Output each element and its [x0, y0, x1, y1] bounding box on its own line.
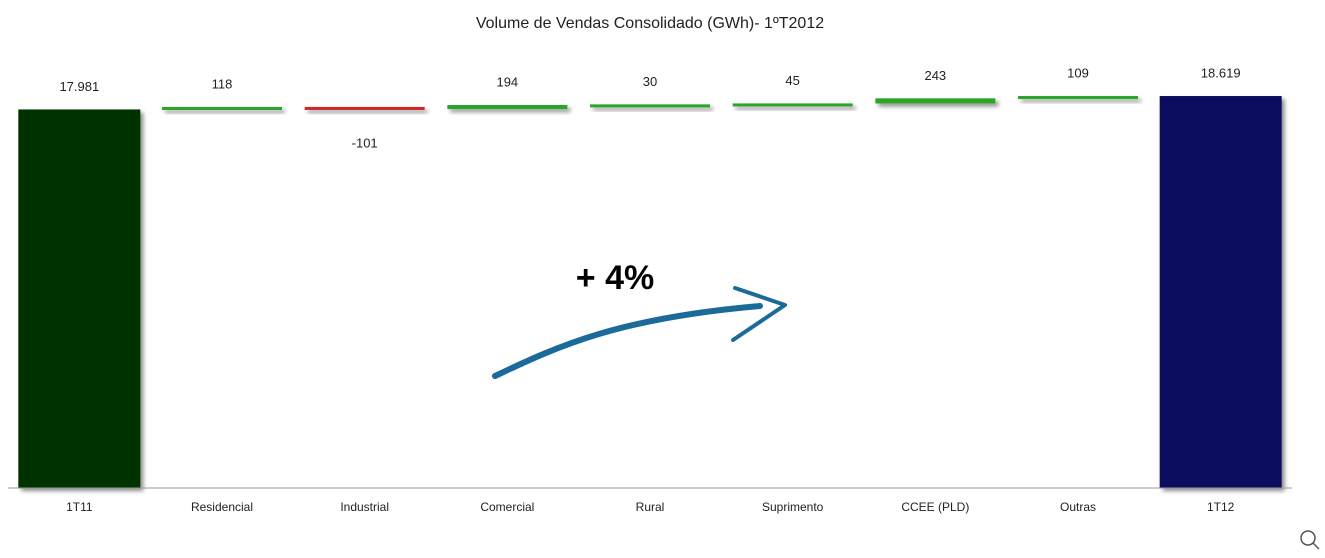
- x-tick-label: 1T12: [1207, 500, 1235, 514]
- step-bar: [875, 98, 996, 104]
- arrow: [492, 303, 763, 379]
- step-bar: [447, 105, 568, 110]
- value-label: 17.981: [59, 79, 99, 94]
- arrow-head: [731, 286, 787, 342]
- x-tick-label: 1T11: [66, 500, 93, 514]
- value-label: 109: [1067, 65, 1089, 80]
- x-tick-label: Industrial: [340, 500, 389, 514]
- value-label: 30: [643, 74, 657, 89]
- value-label: 118: [212, 76, 233, 91]
- x-tick-label: Rural: [636, 500, 665, 514]
- x-tick-label: Suprimento: [762, 500, 824, 514]
- value-label: 194: [496, 74, 518, 89]
- value-label: 18.619: [1201, 65, 1241, 80]
- value-label: -101: [352, 135, 378, 150]
- step-bar: [1018, 96, 1138, 100]
- x-tick-label: Outras: [1060, 500, 1096, 514]
- step-bar: [590, 104, 710, 108]
- annotation: + 4%: [576, 259, 654, 297]
- step-bar: [732, 103, 853, 107]
- value-label: 45: [785, 73, 799, 88]
- x-tick-label: CCEE (PLD): [901, 500, 969, 514]
- bar: [18, 109, 141, 488]
- step-bar: [304, 106, 425, 110]
- step-bar: [162, 106, 282, 110]
- zoom-icon-handle: [1312, 542, 1320, 550]
- chart-title: Volume de Vendas Consolidado (GWh)- 1ºT2…: [476, 15, 824, 32]
- bar: [1159, 96, 1282, 488]
- value-label: 243: [924, 68, 946, 83]
- zoom-icon: [1300, 530, 1316, 546]
- x-tick-label: Comercial: [480, 500, 534, 514]
- x-tick-label: Residencial: [191, 500, 253, 514]
